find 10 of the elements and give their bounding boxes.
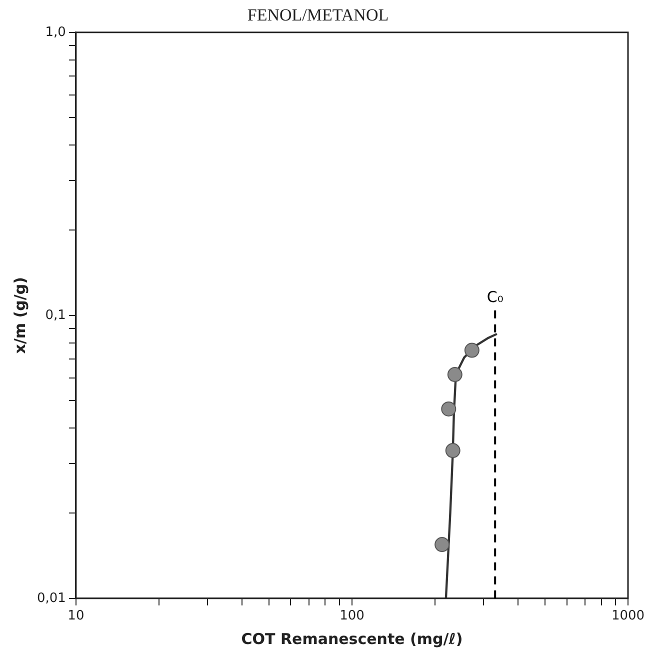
x-tick-label: 1000 <box>611 608 645 624</box>
chart-title: FENOL/METANOL <box>247 6 389 25</box>
y-axis-title: x/m (g/g) <box>10 277 29 354</box>
x-axis-title: COT Remanescente (mg/ℓ) <box>241 630 463 648</box>
y-tick-label: 0,01 <box>36 590 66 606</box>
x-tick-label: 100 <box>340 608 364 624</box>
y-tick-label: 1,0 <box>45 24 66 40</box>
ref-line-label: C₀ <box>486 288 504 306</box>
x-tick-label: 10 <box>68 608 84 624</box>
y-tick-label: 0,1 <box>45 308 66 323</box>
